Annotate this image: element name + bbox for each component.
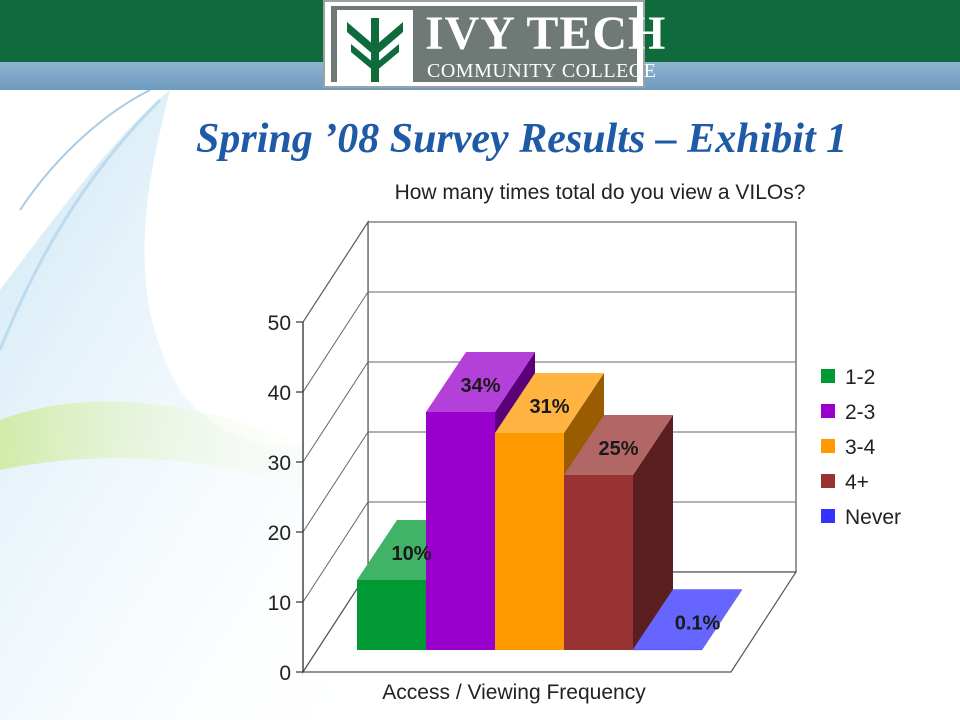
legend-label: 1-2 bbox=[845, 366, 875, 389]
legend-label: 3-4 bbox=[845, 436, 876, 459]
bar-Never bbox=[633, 589, 742, 651]
gridline-side bbox=[302, 431, 369, 533]
bar-top bbox=[633, 589, 742, 650]
chart-bars bbox=[357, 352, 742, 651]
bar-front bbox=[426, 412, 495, 650]
chart-legend: 1-2 2-3 3-4 4+ Never bbox=[821, 366, 901, 529]
bar-front bbox=[633, 649, 702, 651]
legend-label: 4+ bbox=[845, 471, 869, 494]
bar-side bbox=[702, 589, 742, 650]
data-label: 25% bbox=[598, 438, 638, 460]
slide-title: Spring ’08 Survey Results – Exhibit 1 bbox=[196, 116, 848, 162]
data-label: 0.1% bbox=[675, 612, 721, 634]
gridline-side bbox=[302, 361, 369, 463]
y-tick-label: 0 bbox=[279, 662, 291, 685]
logo-title: IVY TECH bbox=[425, 7, 667, 60]
ivy-tech-logo: IVY TECH COMMUNITY COLLEGE bbox=[323, 0, 665, 88]
data-label: 34% bbox=[460, 375, 500, 397]
y-tick-label: 20 bbox=[268, 522, 291, 545]
gridline-side bbox=[302, 291, 369, 393]
bar-top bbox=[495, 373, 604, 433]
legend-label: Never bbox=[845, 506, 901, 529]
legend-swatch bbox=[821, 439, 835, 453]
y-tick-label: 40 bbox=[268, 382, 291, 405]
legend-swatch bbox=[821, 509, 835, 523]
gridline-side bbox=[302, 221, 369, 323]
y-axis: 0 10 20 30 40 50 bbox=[268, 312, 304, 685]
ivy-leaf-icon bbox=[337, 10, 413, 86]
legend-swatch bbox=[821, 474, 835, 488]
data-label: 31% bbox=[529, 396, 569, 418]
bar-front bbox=[564, 475, 633, 650]
logo-subtitle: COMMUNITY COLLEGE bbox=[427, 60, 657, 82]
x-axis-label: Access / Viewing Frequency bbox=[382, 681, 646, 704]
chart-title: How many times total do you view a VILOs… bbox=[395, 181, 806, 204]
bar-4+ bbox=[564, 415, 673, 650]
y-tick-label: 50 bbox=[268, 312, 291, 335]
bar-front bbox=[495, 433, 564, 650]
legend-label: 2-3 bbox=[845, 401, 875, 424]
y-tick-label: 10 bbox=[268, 592, 291, 615]
bar-side bbox=[633, 415, 673, 650]
logo-panel: IVY TECH COMMUNITY COLLEGE bbox=[331, 6, 665, 86]
legend-swatch bbox=[821, 369, 835, 383]
bar-top bbox=[564, 415, 673, 475]
data-label: 10% bbox=[391, 543, 431, 565]
bar-front bbox=[357, 580, 426, 650]
gridline-side bbox=[302, 501, 369, 603]
decorative-swoosh bbox=[0, 90, 400, 720]
y-tick-label: 30 bbox=[268, 452, 291, 475]
legend-swatch bbox=[821, 404, 835, 418]
data-labels: 10% 34% 31% 25% 0.1% bbox=[391, 375, 720, 634]
bar-top bbox=[426, 352, 535, 412]
